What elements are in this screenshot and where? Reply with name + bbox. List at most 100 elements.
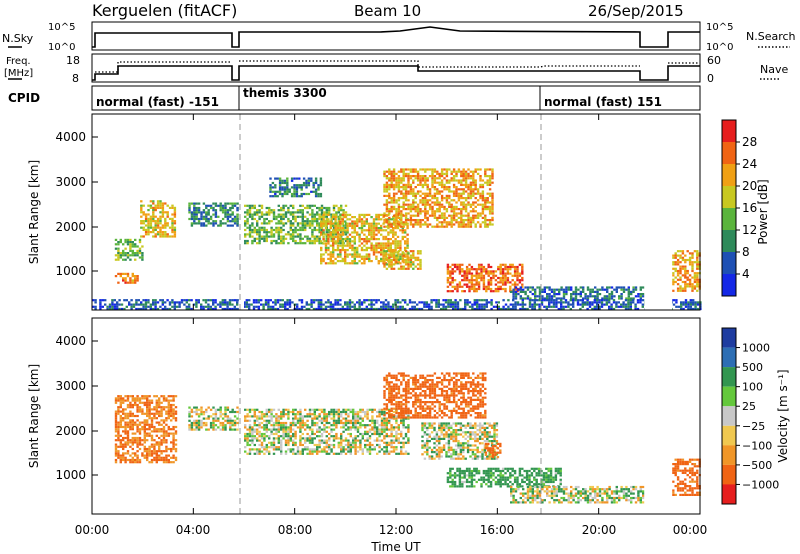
power-cell [436, 172, 439, 175]
velocity-cell [158, 430, 161, 433]
power-cell [402, 254, 405, 257]
power-cell [390, 197, 393, 200]
power-cell [469, 223, 473, 226]
power-cell [385, 194, 389, 197]
power-cell [615, 305, 618, 308]
velocity-cell [244, 439, 247, 442]
power-cell [400, 214, 403, 217]
power-cell [572, 293, 575, 296]
power-cell [433, 181, 437, 184]
velocity-cell [268, 450, 271, 453]
velocity-cell [155, 408, 158, 411]
power-cell [672, 272, 675, 275]
velocity-cell [289, 435, 292, 438]
velocity-cell [289, 448, 292, 451]
power-cell [469, 194, 473, 197]
power-cell [480, 265, 483, 269]
power-cell [464, 210, 468, 213]
power-cell [691, 261, 694, 264]
power-cell [681, 258, 685, 262]
velocity-cell [294, 430, 297, 433]
velocity-cell [209, 408, 213, 411]
power-cell [688, 280, 692, 284]
power-cell [300, 299, 304, 302]
power-cell [173, 209, 177, 212]
power-cell [119, 256, 122, 259]
power-cell [126, 241, 130, 244]
power-cell [161, 215, 165, 218]
power-cell [424, 212, 427, 215]
power-cell [147, 217, 150, 220]
velocity-cell [129, 441, 132, 444]
power-cell [454, 305, 457, 308]
velocity-cell [158, 410, 161, 413]
velocity-cell [136, 443, 139, 446]
power-cell [463, 270, 466, 273]
power-cell [295, 192, 299, 196]
velocity-cell [202, 424, 206, 427]
power-cell [101, 299, 104, 302]
power-cell [317, 192, 320, 196]
power-cell [679, 276, 682, 279]
velocity-cell [122, 425, 125, 429]
velocity-cell [148, 461, 151, 464]
power-cell [476, 305, 479, 308]
power-cell [380, 249, 383, 252]
power-cell [412, 192, 415, 195]
power-cell [248, 235, 252, 238]
power-cell [328, 206, 331, 210]
power-cell [351, 255, 354, 258]
power-cell [684, 269, 687, 273]
power-cell [446, 279, 450, 282]
power-cell [390, 258, 393, 262]
velocity-cell [158, 456, 161, 459]
velocity-cell [131, 436, 134, 440]
power-cell [617, 305, 620, 308]
power-cell [267, 301, 270, 304]
power-cell [171, 220, 174, 223]
power-cell [448, 214, 451, 217]
power-cell [516, 283, 519, 286]
power-cell [144, 213, 148, 216]
power-cell [518, 281, 522, 284]
power-cell [372, 299, 376, 302]
power-cell [346, 249, 349, 252]
power-cell [337, 209, 340, 212]
power-cell [395, 199, 398, 202]
power-cell [682, 303, 685, 306]
power-cell [404, 168, 408, 171]
power-cell [387, 240, 390, 243]
power-cell [419, 263, 422, 266]
power-cell [295, 190, 299, 193]
power-cell [329, 227, 332, 230]
power-cell [244, 215, 247, 218]
power-cell [270, 242, 273, 245]
power-cell [531, 288, 534, 291]
power-cell [256, 211, 259, 214]
power-cell [693, 285, 697, 288]
power-cell [620, 297, 623, 300]
velocity-cell [296, 446, 300, 449]
velocity-cell [294, 417, 297, 420]
power-cell [438, 181, 441, 184]
power-cell [450, 216, 453, 219]
power-cell [284, 204, 288, 207]
power-cell [380, 253, 383, 256]
power-cell [450, 219, 453, 222]
power-cell [491, 197, 494, 200]
power-cell [332, 238, 335, 241]
power-cell [462, 205, 465, 208]
velocity-cell [172, 397, 175, 400]
power-cell [322, 242, 325, 245]
velocity-cell [174, 432, 178, 435]
power-cell [124, 277, 127, 280]
power-cell [375, 216, 378, 219]
power-cell [368, 231, 371, 234]
power-cell [394, 301, 397, 304]
power-cell [400, 181, 403, 184]
power-cell [137, 303, 140, 306]
velocity-cell [165, 412, 168, 415]
power-cell [134, 275, 137, 278]
power-cell [324, 301, 328, 304]
power-cell [385, 201, 389, 204]
